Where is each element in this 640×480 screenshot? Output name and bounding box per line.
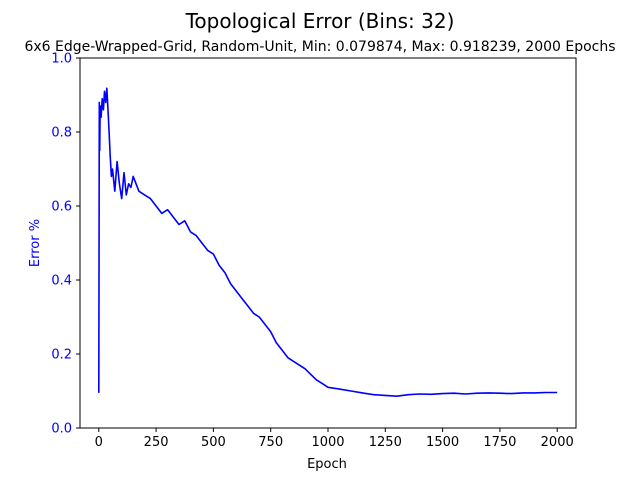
x-tick-label: 250 bbox=[144, 435, 169, 450]
chart-title: Topological Error (Bins: 32) bbox=[185, 9, 455, 33]
x-tick-label: 1750 bbox=[483, 435, 516, 450]
y-axis: 0.0 0.2 0.4 0.6 0.8 1.0 bbox=[51, 52, 80, 437]
x-tick-label: 750 bbox=[258, 435, 283, 450]
x-tick-label: 1000 bbox=[311, 435, 344, 450]
series-line-1 bbox=[98, 87, 558, 398]
y-tick-label: 0.2 bbox=[51, 348, 72, 363]
x-tick-label: 1250 bbox=[369, 435, 402, 450]
y-tick-label: 1.0 bbox=[51, 52, 72, 67]
x-tick-label: 500 bbox=[201, 435, 226, 450]
chart-subtitle: 6x6 Edge-Wrapped-Grid, Random-Unit, Min:… bbox=[24, 39, 615, 55]
x-axis-label: Epoch bbox=[307, 457, 347, 472]
y-tick-label: 0.8 bbox=[51, 126, 72, 141]
y-tick-label: 0.6 bbox=[51, 200, 72, 215]
x-tick-label: 0 bbox=[95, 435, 103, 450]
y-tick-label: 0.0 bbox=[51, 422, 72, 437]
x-tick-label: 2000 bbox=[541, 435, 574, 450]
x-axis: 0 250 500 750 1000 1250 1500 1750 2000 bbox=[95, 428, 574, 450]
y-axis-label: Error % bbox=[28, 219, 43, 267]
x-tick-label: 1500 bbox=[426, 435, 459, 450]
plot-area bbox=[98, 87, 558, 398]
y-tick-label: 0.4 bbox=[51, 274, 72, 289]
